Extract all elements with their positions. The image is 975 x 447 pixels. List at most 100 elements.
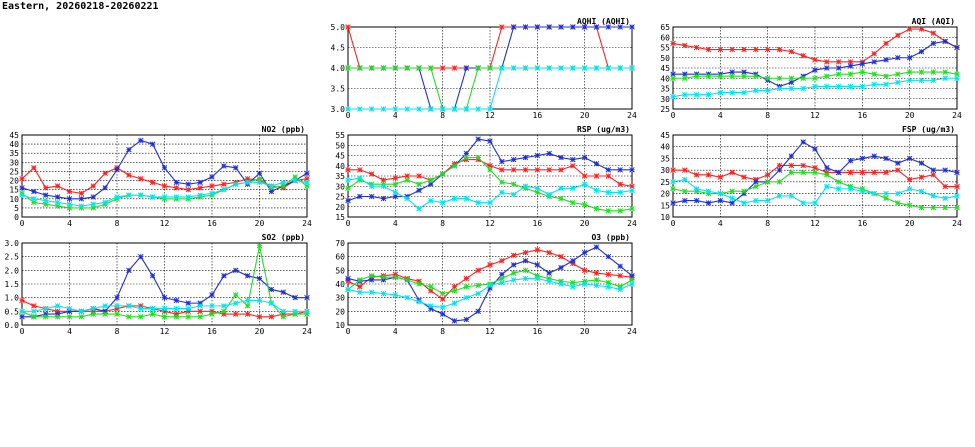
no2-series-red-point <box>221 181 227 187</box>
aqhi-x-tick-label: 24 <box>627 111 637 120</box>
rsp-series-cyan-point <box>368 183 375 190</box>
aqi-series-green-point <box>918 69 925 75</box>
so2-series-cyan-point <box>66 305 73 312</box>
so2-x-tick-label: 20 <box>255 327 265 336</box>
no2-y-tick-label: 0 <box>14 213 19 222</box>
aqi-x-tick-label: 8 <box>765 111 770 120</box>
aqi-x-tick-label: 4 <box>718 111 723 120</box>
rsp-series-red-point <box>380 177 387 183</box>
rsp-series-blue-point <box>487 138 493 144</box>
aqi-series-green-point <box>895 71 901 77</box>
aqhi-series-green-point <box>487 65 493 71</box>
fsp-series-blue-point <box>729 200 735 206</box>
o3-series-blue-point <box>439 311 446 317</box>
aqhi-title: AQHI (AQHI) <box>577 17 630 26</box>
o3-series-blue-point <box>546 270 552 276</box>
aqhi-series-blue-point <box>522 24 529 30</box>
aqhi-series-cyan-point <box>368 106 375 112</box>
rsp-series-cyan-point <box>605 189 612 196</box>
fsp-series-red-point <box>871 169 877 176</box>
aqi-series-blue-point <box>670 71 676 77</box>
rsp-series-cyan-point <box>451 195 458 202</box>
fsp-series-blue-point <box>705 200 712 206</box>
aqhi-series-red-point <box>451 65 458 71</box>
aqi-series-red-point <box>788 48 795 55</box>
so2-series-green-point <box>280 314 287 320</box>
o3-x-tick-label: 0 <box>346 327 351 336</box>
aqhi-series-blue-point <box>593 24 600 30</box>
aqhi-series-cyan-point <box>451 106 458 112</box>
no2-series-red-point <box>54 183 61 189</box>
o3-series-red-point <box>463 275 470 282</box>
rsp-series-green-point <box>629 206 635 212</box>
rsp-series-green-point <box>593 206 600 212</box>
so2-series-green-point <box>161 314 168 320</box>
aqi-series-red-point <box>741 46 747 53</box>
aqi-series-red-point <box>764 46 771 53</box>
o3-series-blue-point <box>605 253 612 260</box>
rsp-series-red-point <box>357 167 363 173</box>
no2-series-red-point <box>209 183 215 189</box>
so2-series-cyan-point <box>280 308 287 315</box>
fsp-series-red-point <box>918 174 925 180</box>
o3-series-green-point <box>416 281 422 287</box>
o3-series-green-point <box>380 274 387 280</box>
rsp-series-red-point <box>570 162 576 169</box>
no2-series-cyan-point <box>149 194 156 200</box>
fsp-series-blue-point <box>812 146 818 152</box>
so2-series-cyan-point <box>173 305 180 312</box>
rsp-y-tick-label: 45 <box>335 152 345 161</box>
fsp-series-blue-point <box>895 160 901 166</box>
aqi-series-red-point <box>895 32 901 38</box>
so2-series-cyan-point <box>114 303 120 309</box>
aqhi-series-green-point <box>357 65 363 71</box>
so2-series-green-point <box>256 242 263 249</box>
aqhi-series-cyan-point <box>439 106 446 112</box>
aqi-y-tick-label: 25 <box>660 105 670 114</box>
no2-series-red-point <box>19 175 25 182</box>
so2-series-green-point <box>126 314 132 320</box>
o3-series-green-point <box>392 274 399 280</box>
so2-series-blue-point <box>221 273 227 279</box>
aqi-series-cyan-point <box>741 89 747 96</box>
rsp-series-blue-point <box>534 152 541 159</box>
no2-series-blue-point <box>42 192 49 198</box>
rsp-y-tick-label: 15 <box>335 213 345 222</box>
fsp-x-tick-label: 20 <box>905 219 915 228</box>
fsp-series-blue-point <box>942 167 948 173</box>
rsp-series-green-point <box>499 179 505 185</box>
rsp-series-green-point <box>392 181 399 187</box>
o3-series-red-point <box>451 283 458 290</box>
aqi-x-tick-label: 12 <box>810 111 820 120</box>
rsp-series-red-point <box>522 167 529 173</box>
page-title: Eastern, 20260218-20260221 <box>2 1 159 12</box>
fsp-series-cyan-point <box>753 197 759 204</box>
so2-series-cyan-point <box>292 308 298 315</box>
no2-series-cyan-point <box>268 183 275 189</box>
aqi-series-blue-point <box>954 44 960 51</box>
o3-series-green-point <box>439 290 446 297</box>
rsp-series-green-point <box>475 154 481 161</box>
aqhi-series-cyan-point <box>534 65 541 71</box>
fsp-y-tick-label: 20 <box>660 190 670 199</box>
so2-y-tick-label: 0.0 <box>5 321 20 330</box>
o3-series-blue-point <box>558 264 564 271</box>
rsp-series-blue-point <box>380 195 387 202</box>
no2-series-blue-point <box>221 163 227 169</box>
o3-series-green-point <box>629 277 635 283</box>
aqhi-series-green-point <box>380 65 387 71</box>
rsp-series-cyan-point <box>439 199 446 206</box>
so2-series-cyan-point <box>304 308 310 315</box>
aqi-y-tick-label: 35 <box>660 85 670 94</box>
no2-series-red-point <box>42 185 49 191</box>
no2-series-cyan-point <box>137 192 144 198</box>
rsp-series-blue-point <box>428 181 434 187</box>
rsp-x-tick-label: 16 <box>533 219 543 228</box>
o3-series-green-point <box>428 283 434 290</box>
so2-title: SO2 (ppb) <box>262 233 305 242</box>
aqhi-series-blue-point <box>570 24 576 30</box>
o3-series-green-point <box>368 273 375 279</box>
o3-series-cyan-point <box>345 286 351 293</box>
no2-series-blue-point <box>173 179 180 186</box>
